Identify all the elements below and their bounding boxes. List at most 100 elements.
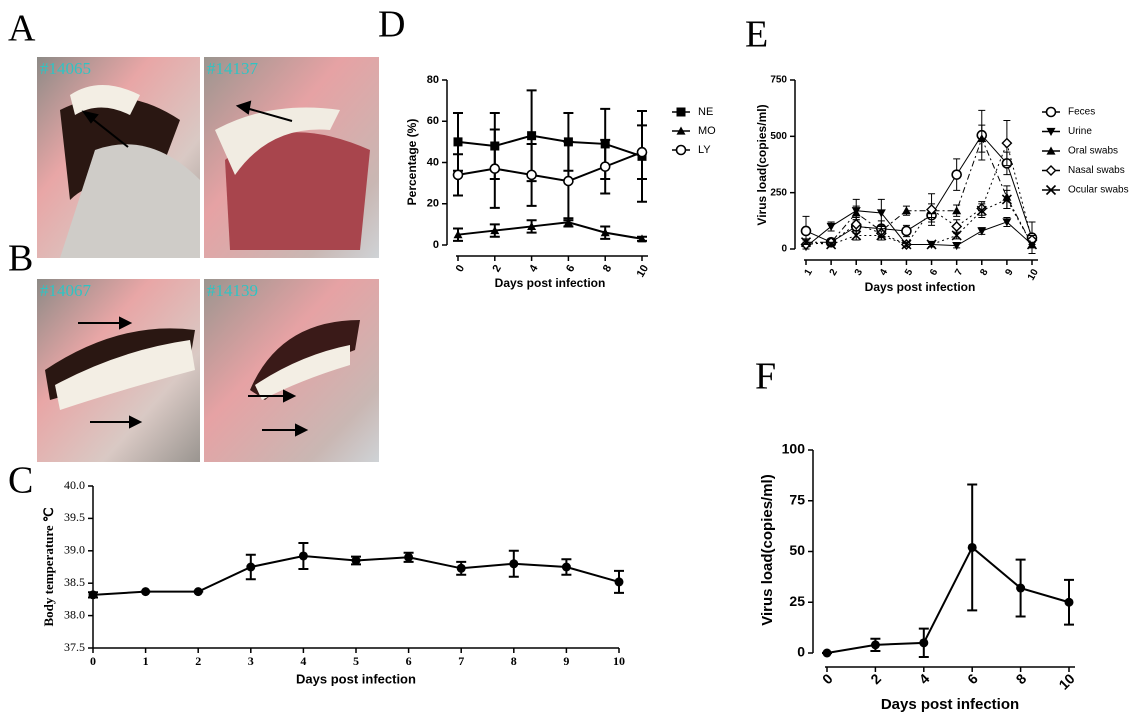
x-tick-label: 6 bbox=[406, 654, 412, 668]
marker bbox=[352, 556, 361, 565]
x-axis-title: Days post infection bbox=[495, 276, 606, 290]
photo-label: #14065 bbox=[40, 59, 91, 78]
x-tick-label: 6 bbox=[564, 263, 577, 274]
legend-label: Ocular swabs bbox=[1068, 185, 1129, 196]
y-tick-label: 50 bbox=[789, 542, 805, 558]
marker bbox=[527, 131, 536, 140]
series-line bbox=[458, 152, 642, 181]
x-tick-label: 1 bbox=[143, 654, 149, 668]
x-tick-label: 0 bbox=[454, 263, 467, 274]
y-tick-label: 38.0 bbox=[64, 607, 85, 621]
marker bbox=[527, 170, 536, 179]
y-tick-label: 0 bbox=[433, 239, 439, 251]
x-tick-label: 7 bbox=[953, 267, 966, 278]
marker bbox=[1016, 584, 1025, 593]
marker bbox=[919, 638, 928, 647]
marker bbox=[457, 564, 466, 573]
marker bbox=[615, 577, 624, 586]
marker bbox=[823, 649, 832, 658]
legend-marker bbox=[677, 108, 686, 117]
marker bbox=[194, 587, 203, 596]
y-tick-label: 60 bbox=[427, 115, 439, 127]
marker bbox=[871, 640, 880, 649]
y-axis-title: Virus load(copies/ml) bbox=[755, 104, 769, 225]
x-axis-title: Days post infection bbox=[865, 280, 976, 294]
marker bbox=[638, 148, 647, 157]
x-tick-label: 2 bbox=[195, 654, 201, 668]
series-line bbox=[827, 547, 1069, 653]
marker bbox=[246, 563, 255, 572]
x-tick-label: 0 bbox=[819, 670, 836, 687]
panel-letter: F bbox=[755, 356, 776, 398]
legend-marker bbox=[1047, 166, 1056, 175]
x-tick-label: 10 bbox=[1055, 670, 1077, 692]
y-tick-label: 0 bbox=[781, 244, 787, 255]
x-tick-label: 4 bbox=[527, 262, 541, 274]
x-tick-label: 6 bbox=[964, 670, 981, 687]
marker bbox=[952, 222, 961, 231]
panel-letter: E bbox=[745, 14, 768, 56]
y-tick-label: 750 bbox=[770, 75, 787, 86]
y-tick-label: 20 bbox=[427, 198, 439, 210]
x-tick-label: 10 bbox=[613, 654, 625, 668]
x-tick-label: 9 bbox=[1003, 267, 1016, 278]
photo-label: #14139 bbox=[207, 281, 258, 300]
series-line bbox=[806, 211, 1032, 247]
panel-letter: B bbox=[8, 238, 33, 280]
marker bbox=[827, 223, 836, 231]
marker bbox=[1065, 598, 1074, 607]
x-tick-label: 6 bbox=[928, 267, 941, 278]
y-tick-label: 39.0 bbox=[64, 543, 85, 557]
x-tick-label: 8 bbox=[511, 654, 517, 668]
series-line bbox=[806, 143, 1032, 244]
y-tick-label: 75 bbox=[789, 491, 805, 507]
x-tick-label: 4 bbox=[916, 670, 933, 687]
marker bbox=[1002, 139, 1011, 148]
marker bbox=[454, 137, 463, 146]
legend-label: Nasal swabs bbox=[1068, 165, 1125, 176]
x-axis-title: Days post infection bbox=[296, 671, 416, 686]
x-tick-label: 1 bbox=[803, 267, 816, 278]
panel-letter: C bbox=[8, 460, 33, 502]
y-tick-label: 25 bbox=[789, 593, 805, 609]
legend-marker bbox=[1047, 108, 1056, 117]
panel-letter: D bbox=[378, 4, 405, 46]
x-tick-label: 5 bbox=[903, 267, 916, 278]
y-tick-label: 38.5 bbox=[64, 575, 85, 589]
y-axis-title: Percentage (%) bbox=[405, 119, 419, 206]
panel-letter: A bbox=[8, 8, 36, 50]
x-tick-label: 3 bbox=[248, 654, 254, 668]
series-line bbox=[458, 136, 642, 157]
figure: #14065 #14137 #14067 #14139 A B C D E F … bbox=[0, 0, 1133, 714]
x-tick-label: 3 bbox=[853, 267, 866, 278]
y-axis-title: Virus load(copies/ml) bbox=[759, 474, 776, 625]
x-tick-label: 2 bbox=[490, 263, 503, 274]
x-tick-label: 9 bbox=[563, 654, 569, 668]
x-tick-label: 10 bbox=[635, 263, 652, 280]
x-tick-label: 2 bbox=[828, 267, 841, 278]
x-tick-label: 8 bbox=[1013, 670, 1030, 687]
y-tick-label: 39.5 bbox=[64, 510, 85, 524]
chart: 025050075012345678910Virus load(copies/m… bbox=[755, 75, 1128, 295]
x-tick-label: 8 bbox=[601, 263, 614, 274]
legend-label: NE bbox=[698, 106, 713, 118]
y-axis-title: Body temperature ℃ bbox=[41, 507, 56, 626]
marker bbox=[564, 177, 573, 186]
photo-label: #14067 bbox=[40, 281, 92, 300]
y-tick-label: 40.0 bbox=[64, 478, 85, 492]
marker bbox=[802, 226, 811, 235]
marker bbox=[902, 226, 911, 235]
legend-marker bbox=[677, 146, 686, 155]
y-tick-label: 37.5 bbox=[64, 640, 85, 654]
x-tick-label: 4 bbox=[878, 267, 891, 278]
x-axis-title: Days post infection bbox=[881, 696, 1019, 713]
series-line bbox=[806, 135, 1032, 242]
marker bbox=[141, 587, 150, 596]
y-tick-label: 80 bbox=[427, 74, 439, 86]
marker bbox=[299, 551, 308, 560]
x-tick-label: 4 bbox=[300, 654, 306, 668]
marker bbox=[601, 162, 610, 171]
series-line bbox=[458, 222, 642, 239]
y-tick-label: 0 bbox=[797, 644, 805, 660]
marker bbox=[952, 242, 961, 250]
